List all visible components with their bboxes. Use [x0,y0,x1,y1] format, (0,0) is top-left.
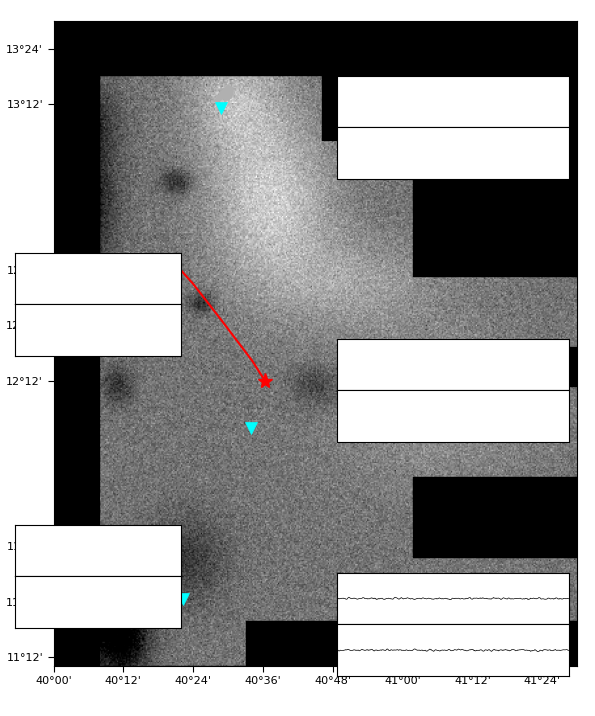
Polygon shape [214,85,233,102]
